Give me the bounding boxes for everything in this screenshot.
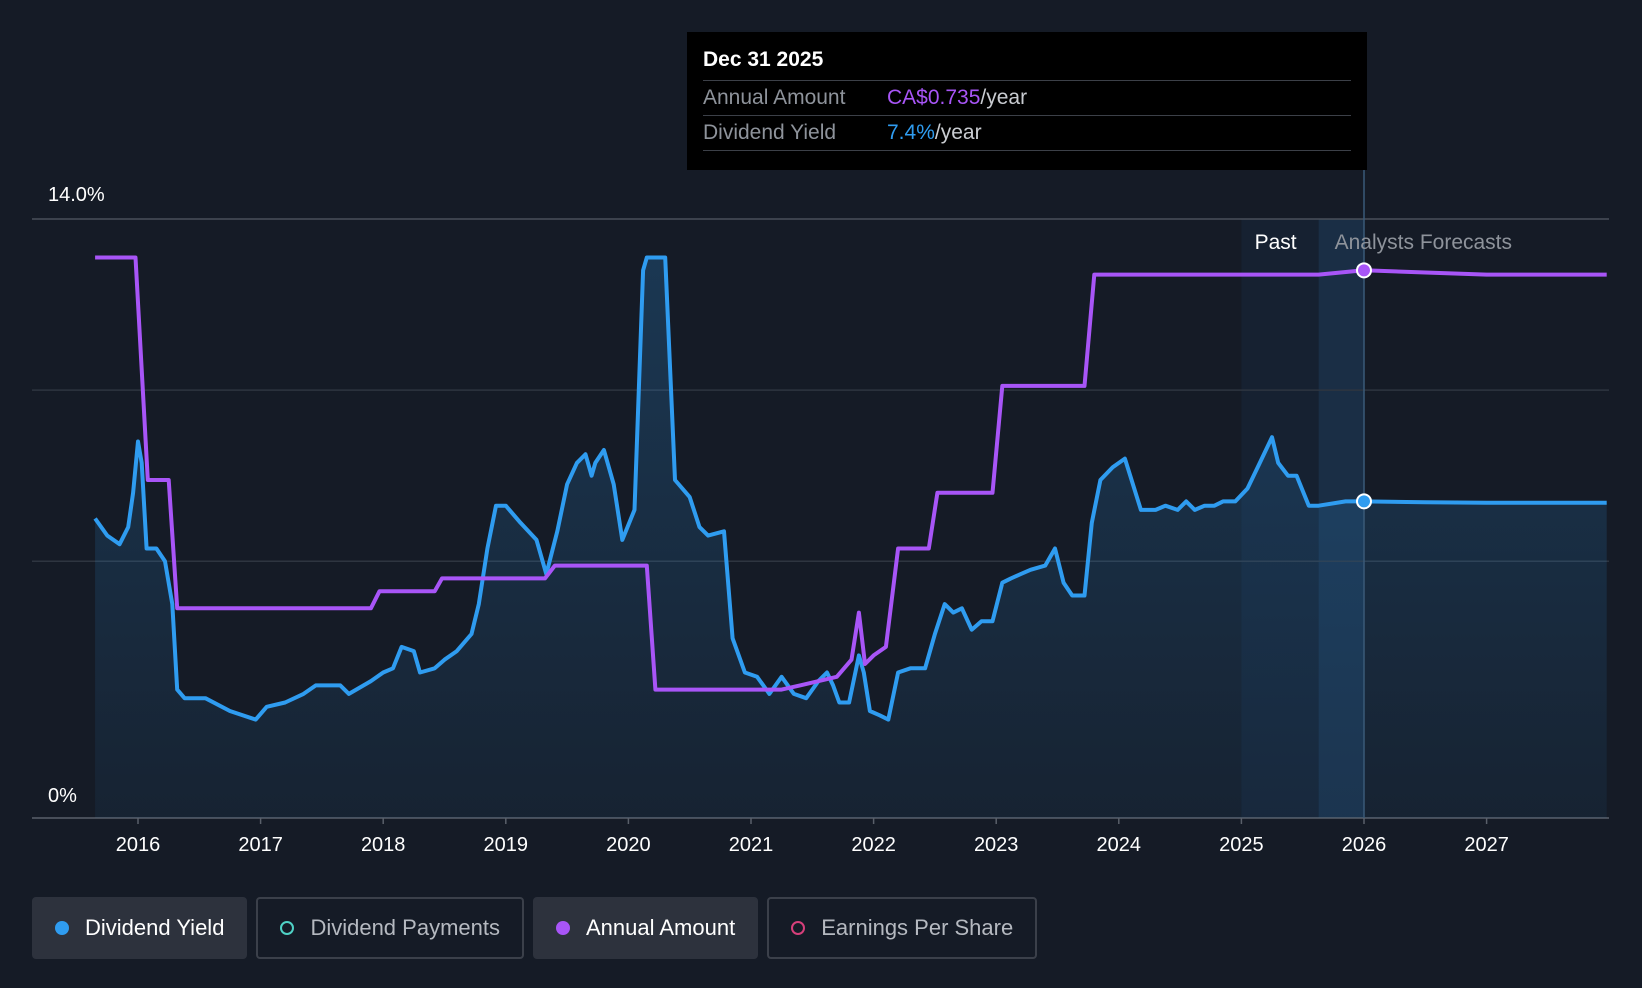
annual-amount-marker[interactable] bbox=[1356, 262, 1372, 279]
x-tick-label: 2024 bbox=[1097, 834, 1142, 856]
tooltip-annual-row: Annual Amount CA$0.735 /year bbox=[703, 81, 1351, 116]
legend-dividend-payments-label: Dividend Payments bbox=[310, 915, 500, 940]
y-axis-bottom-label: 0% bbox=[48, 785, 77, 807]
y-axis-top-label: 14.0% bbox=[48, 184, 105, 206]
tooltip-yield-label: Dividend Yield bbox=[703, 121, 837, 144]
legend-earnings-per-share-button[interactable]: Earnings Per Share bbox=[767, 897, 1038, 959]
dividend-yield-marker[interactable] bbox=[1356, 493, 1372, 510]
dividend-yield-line[interactable] bbox=[93, 255, 1607, 722]
x-tick-label: 2021 bbox=[729, 834, 774, 856]
earnings-per-share-ring-icon bbox=[791, 921, 806, 935]
tooltip: Dec 31 2025 Annual Amount CA$0.735 /year… bbox=[687, 32, 1367, 170]
tooltip-yield-row: Dividend Yield 7.4% /year bbox=[703, 116, 1351, 151]
tooltip-yield-value: 7.4% bbox=[887, 121, 935, 144]
x-tick-label: 2025 bbox=[1219, 834, 1264, 856]
forecast-label: Analysts Forecasts bbox=[1335, 231, 1512, 254]
past-label: Past bbox=[1255, 231, 1297, 254]
tooltip-annual-value: CA$0.735 bbox=[887, 86, 981, 109]
legend: Dividend Yield Dividend Payments Annual … bbox=[32, 897, 1038, 959]
tooltip-yield-unit: /year bbox=[934, 121, 982, 144]
x-tick-label: 2023 bbox=[974, 834, 1019, 856]
legend-dividend-payments-button[interactable]: Dividend Payments bbox=[256, 897, 524, 959]
legend-annual-amount-label: Annual Amount bbox=[585, 915, 736, 940]
legend-dividend-yield-label: Dividend Yield bbox=[85, 915, 225, 940]
x-axis-ticks: 2016 2017 2018 2019 2020 2021 2022 2023 2024 2025… bbox=[116, 818, 1509, 856]
x-tick-label: 2026 bbox=[1342, 834, 1387, 856]
tooltip-annual-label: Annual Amount bbox=[703, 86, 846, 109]
x-tick-label: 2016 bbox=[116, 834, 161, 856]
tooltip-annual-unit: /year bbox=[980, 86, 1028, 109]
dividend-yield-area bbox=[95, 257, 1607, 818]
x-tick-label: 2018 bbox=[361, 834, 406, 856]
dividend-payments-ring-icon bbox=[280, 921, 295, 935]
legend-dividend-yield-button[interactable]: Dividend Yield bbox=[32, 897, 248, 959]
legend-earnings-per-share-label: Earnings Per Share bbox=[821, 915, 1014, 940]
x-tick-label: 2017 bbox=[238, 834, 283, 856]
x-tick-label: 2019 bbox=[484, 834, 529, 856]
x-tick-label: 2022 bbox=[851, 834, 896, 856]
annual-amount-dot-icon bbox=[555, 921, 570, 935]
x-tick-label: 2027 bbox=[1464, 834, 1509, 856]
annual-amount-line[interactable] bbox=[95, 255, 1607, 692]
x-tick-label: 2020 bbox=[606, 834, 651, 856]
dividend-yield-dot-icon bbox=[55, 921, 69, 935]
tooltip-date: Dec 31 2025 bbox=[703, 46, 1351, 81]
legend-annual-amount-button[interactable]: Annual Amount bbox=[532, 897, 759, 959]
